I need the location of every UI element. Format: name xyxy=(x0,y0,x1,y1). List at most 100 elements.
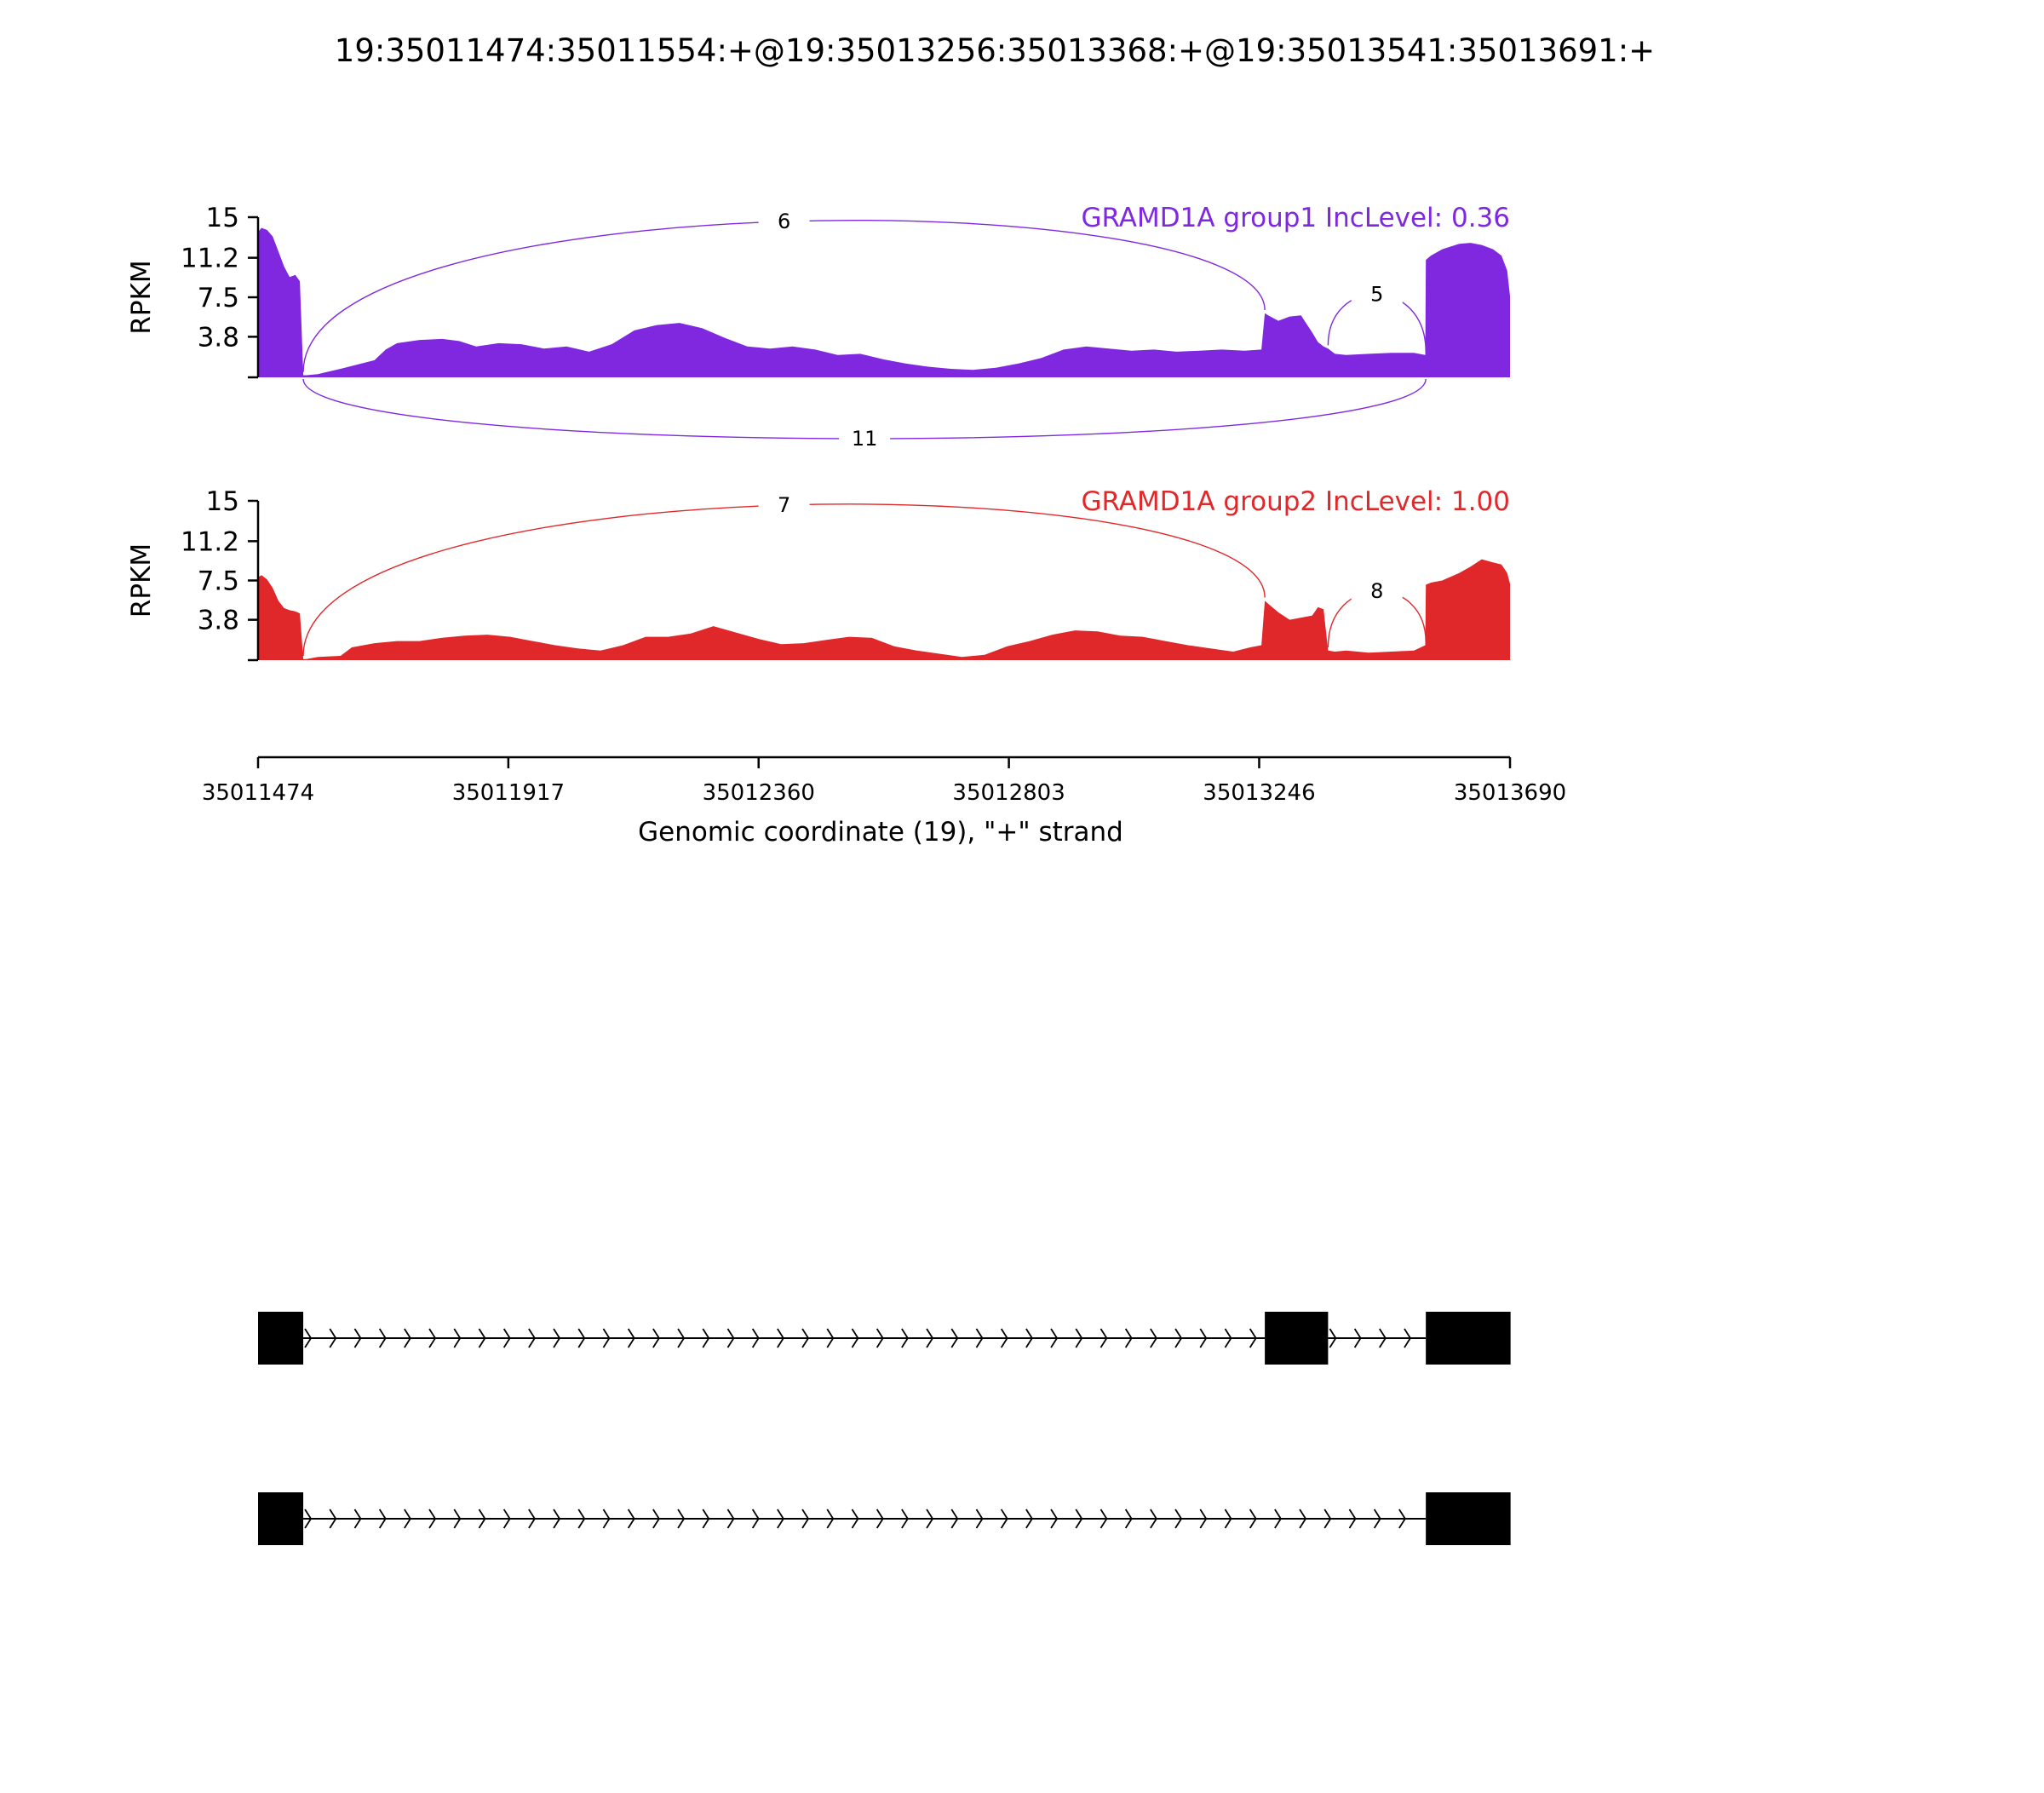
strand-chevron xyxy=(901,1328,909,1348)
strand-chevron xyxy=(378,1328,387,1348)
strand-chevron xyxy=(553,1509,561,1529)
strand-chevron xyxy=(1249,1509,1257,1529)
y-axis-label: RPKM xyxy=(126,260,157,334)
strand-chevron xyxy=(1025,1328,1033,1348)
strand-chevron xyxy=(1199,1328,1208,1348)
strand-chevron xyxy=(353,1328,362,1348)
x-tick-label: 35012360 xyxy=(703,780,815,806)
strand-chevron xyxy=(777,1509,784,1529)
strand-chevron xyxy=(1249,1328,1257,1348)
strand-chevron xyxy=(478,1328,486,1348)
y-axis: 3.8 7.5 11.2 15 RPKM xyxy=(126,203,260,379)
coverage-area xyxy=(258,559,1510,660)
junction-label-bg xyxy=(758,491,810,517)
y-tick-label: 11.2 xyxy=(181,526,239,557)
transcript-models xyxy=(258,1312,1511,1545)
strand-chevron xyxy=(826,1509,835,1529)
strand-chevron xyxy=(851,1509,859,1529)
y-tick-label: 7.5 xyxy=(198,566,239,597)
track-1: 3.8 7.5 11.2 15 RPKM GRAMD1A group1 IncLevel:… xyxy=(126,203,1510,451)
strand-chevron xyxy=(1100,1328,1108,1348)
strand-chevron xyxy=(329,1328,337,1348)
strand-chevron xyxy=(801,1328,810,1348)
strand-chevron xyxy=(901,1509,909,1529)
strand-chevron xyxy=(975,1509,984,1529)
strand-chevron xyxy=(1150,1328,1157,1348)
strand-chevron xyxy=(1174,1328,1183,1348)
transcript-1 xyxy=(258,1312,1511,1365)
strand-chevron xyxy=(1398,1509,1406,1529)
strand-chevron xyxy=(1050,1509,1059,1529)
strand-chevron xyxy=(502,1509,511,1529)
y-tick-label: 3.8 xyxy=(198,606,239,636)
strand-chevron xyxy=(751,1328,760,1348)
strand-chevron xyxy=(428,1509,437,1529)
exon-block xyxy=(1426,1312,1511,1365)
strand-chevron xyxy=(378,1509,387,1529)
strand-chevron xyxy=(329,1509,337,1529)
junction-label-bg xyxy=(1351,576,1403,602)
strand-chevron xyxy=(553,1328,561,1348)
strand-chevron xyxy=(627,1328,635,1348)
strand-chevron xyxy=(926,1328,934,1348)
strand-chevron xyxy=(1124,1509,1133,1529)
strand-chevron xyxy=(652,1509,660,1529)
strand-chevron xyxy=(1379,1328,1387,1348)
strand-chevron xyxy=(304,1509,313,1529)
x-tick-label: 35013246 xyxy=(1203,780,1315,806)
strand-chevron xyxy=(1353,1328,1362,1348)
strand-chevron xyxy=(353,1509,362,1529)
strand-chevron xyxy=(1000,1328,1008,1348)
strand-chevron xyxy=(876,1509,884,1529)
junction-count: 11 xyxy=(852,427,878,451)
strand-chevron xyxy=(1224,1509,1232,1529)
strand-chevron xyxy=(1224,1328,1232,1348)
strand-chevron xyxy=(1100,1509,1108,1529)
junction-label-bg xyxy=(1351,279,1403,306)
strand-chevron xyxy=(453,1509,462,1529)
strand-chevron xyxy=(1050,1328,1059,1348)
x-tick-label: 35012803 xyxy=(952,780,1065,806)
strand-chevron xyxy=(726,1509,735,1529)
strand-chevron xyxy=(627,1509,635,1529)
strand-chevron xyxy=(876,1328,884,1348)
strand-chevron xyxy=(726,1328,735,1348)
strand-chevron xyxy=(777,1328,784,1348)
strand-chevron xyxy=(602,1509,611,1529)
y-axis: 3.8 7.5 11.2 15 RPKM xyxy=(126,486,260,662)
exon-block xyxy=(258,1312,304,1365)
x-axis: Genomic coordinate (19), "+" strand 3501… xyxy=(202,756,1566,848)
strand-chevron xyxy=(677,1509,686,1529)
strand-chevron xyxy=(1075,1328,1083,1348)
y-tick-label: 3.8 xyxy=(198,322,239,353)
exon-block xyxy=(1265,1312,1329,1365)
junction-count: 7 xyxy=(778,493,790,517)
strand-chevron xyxy=(1124,1328,1133,1348)
strand-chevron xyxy=(404,1509,411,1529)
strand-chevron xyxy=(602,1328,611,1348)
strand-chevron xyxy=(577,1509,586,1529)
transcript-2 xyxy=(258,1492,1511,1545)
track-label: GRAMD1A group2 IncLevel: 1.00 xyxy=(1081,486,1510,517)
strand-chevron xyxy=(1025,1509,1033,1529)
strand-chevron xyxy=(801,1509,810,1529)
y-axis-label: RPKM xyxy=(126,543,157,618)
junction-count: 6 xyxy=(778,210,790,233)
coverage-area xyxy=(258,227,1510,377)
strand-chevron xyxy=(404,1328,411,1348)
strand-chevron xyxy=(1323,1509,1332,1529)
strand-chevron xyxy=(453,1328,462,1348)
strand-chevron xyxy=(751,1509,760,1529)
strand-chevron xyxy=(478,1509,486,1529)
exon-block xyxy=(1426,1492,1511,1545)
y-tick-label: 15 xyxy=(206,203,239,233)
strand-chevron xyxy=(1150,1509,1157,1529)
strand-chevron xyxy=(677,1328,686,1348)
strand-chevron xyxy=(652,1328,660,1348)
junction-count: 5 xyxy=(1370,282,1383,306)
y-tick-label: 11.2 xyxy=(181,244,239,274)
strand-chevron xyxy=(1000,1509,1008,1529)
junction-count: 8 xyxy=(1370,579,1383,603)
strand-chevron xyxy=(975,1328,984,1348)
